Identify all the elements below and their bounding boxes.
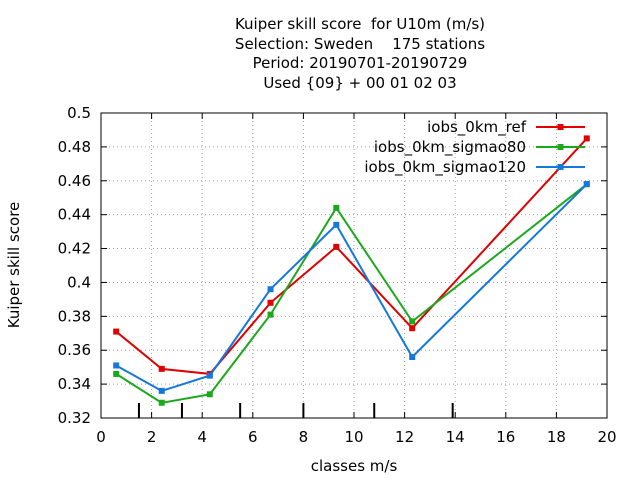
legend-swatch-marker xyxy=(557,144,564,150)
data-point xyxy=(333,243,340,250)
legend-label: iobs_0km_ref xyxy=(427,118,527,137)
y-tick-label: 0.36 xyxy=(58,341,91,359)
legend-label: iobs_0km_sigmao120 xyxy=(364,158,526,177)
legend-label: iobs_0km_sigmao80 xyxy=(374,138,526,157)
legend-swatch-marker xyxy=(557,164,564,170)
x-axis-label: classes m/s xyxy=(311,457,398,475)
data-point xyxy=(158,399,165,406)
x-tick-label: 6 xyxy=(248,428,258,446)
chart-title: Kuiper skill score for U10m (m/s) Select… xyxy=(0,15,640,93)
series-3 xyxy=(113,181,590,394)
y-tick-label: 0.38 xyxy=(58,307,91,325)
x-axis-ticks: 0 2 4 6 8 10 12 14 16 18 20 xyxy=(96,113,617,446)
series-line xyxy=(115,183,588,404)
data-point xyxy=(113,370,120,377)
x-tick-label: 12 xyxy=(395,428,414,446)
class-markers xyxy=(137,403,454,418)
title-line-2: Selection: Sweden 175 stations xyxy=(234,34,486,53)
y-tick-label: 0.4 xyxy=(67,273,91,291)
data-point xyxy=(158,387,165,394)
y-tick-label: 0.32 xyxy=(58,409,91,427)
data-point xyxy=(333,204,340,211)
data-point xyxy=(267,286,274,293)
x-tick-label: 10 xyxy=(344,428,363,446)
x-tick-label: 8 xyxy=(299,428,309,446)
x-tick-label: 18 xyxy=(547,428,566,446)
y-tick-label: 0.5 xyxy=(67,104,91,122)
data-point xyxy=(113,328,120,335)
x-tick-label: 2 xyxy=(147,428,157,446)
x-tick-label: 20 xyxy=(597,428,616,446)
x-tick-label: 16 xyxy=(496,428,515,446)
data-point xyxy=(206,391,213,398)
legend: iobs_0km_refiobs_0km_sigmao80iobs_0km_si… xyxy=(364,118,585,177)
y-tick-label: 0.46 xyxy=(58,172,91,190)
data-point xyxy=(583,181,590,188)
data-point xyxy=(113,362,120,369)
data-point xyxy=(409,354,416,360)
y-axis-label: Kuiper skill score xyxy=(5,202,23,329)
series xyxy=(113,135,590,406)
data-point xyxy=(158,365,165,372)
legend-swatch-marker xyxy=(557,124,564,130)
data-point xyxy=(206,372,213,379)
series-1 xyxy=(113,135,590,377)
data-point xyxy=(583,135,590,142)
data-point xyxy=(267,311,274,318)
data-point xyxy=(409,325,416,332)
data-point xyxy=(267,299,274,306)
y-axis-ticks: 0.32 0.34 0.36 0.38 0.4 0.42 0.44 0.46 0.48 0.5 xyxy=(58,104,607,427)
title-line-4: Used {09} + 00 01 02 03 xyxy=(263,73,457,92)
data-point xyxy=(333,221,340,228)
title-line-3: Period: 20190701-20190729 xyxy=(252,54,468,72)
x-tick-label: 14 xyxy=(446,428,465,446)
y-tick-label: 0.42 xyxy=(58,240,91,258)
x-tick-label: 0 xyxy=(96,428,106,446)
title-line-1: Kuiper skill score for U10m (m/s) xyxy=(234,15,486,33)
y-tick-label: 0.44 xyxy=(58,206,91,224)
data-point xyxy=(409,318,416,325)
y-tick-label: 0.48 xyxy=(58,138,91,156)
x-tick-label: 4 xyxy=(197,428,207,446)
y-tick-label: 0.34 xyxy=(58,375,91,393)
